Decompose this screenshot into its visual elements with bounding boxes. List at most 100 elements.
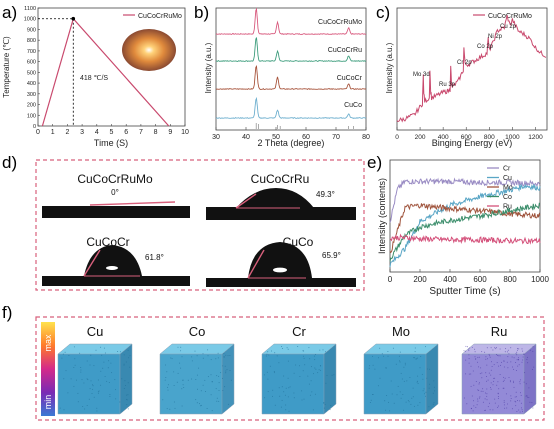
cube-wireframe bbox=[461, 343, 537, 415]
substrate bbox=[206, 207, 356, 220]
atom-point bbox=[320, 369, 322, 371]
atom-point bbox=[80, 371, 82, 373]
atom-point bbox=[504, 377, 506, 379]
atom-point bbox=[486, 399, 488, 401]
atom-point bbox=[484, 409, 486, 411]
atom-point bbox=[423, 388, 425, 390]
atom-point bbox=[68, 355, 70, 356]
atom-point bbox=[368, 367, 370, 369]
atom-point bbox=[493, 377, 495, 379]
atom-point bbox=[521, 407, 522, 409]
atom-point bbox=[505, 393, 507, 395]
atom-point bbox=[478, 390, 480, 391]
atom-point bbox=[303, 357, 305, 359]
atom-point bbox=[65, 370, 67, 372]
x-tick-label: 80 bbox=[362, 134, 370, 141]
atom-point bbox=[229, 370, 231, 371]
atom-point bbox=[325, 382, 327, 384]
cube-front-face bbox=[462, 354, 524, 414]
y-tick-label: 500 bbox=[27, 70, 36, 76]
atom-point bbox=[517, 348, 519, 349]
atom-point bbox=[511, 408, 513, 410]
atom-point bbox=[522, 359, 524, 361]
atom-point bbox=[167, 386, 169, 388]
atom-point bbox=[326, 375, 328, 376]
atom-point bbox=[287, 377, 289, 379]
atom-point bbox=[167, 384, 169, 386]
atom-point bbox=[533, 366, 535, 368]
element-label: Co bbox=[189, 324, 206, 339]
atom-point bbox=[507, 403, 508, 405]
panel-c-ylabel: Intensity (a.u.) bbox=[385, 42, 394, 93]
atom-point bbox=[127, 394, 129, 396]
atom-point bbox=[511, 356, 513, 358]
atom-point bbox=[285, 387, 287, 389]
atom-point bbox=[115, 389, 117, 391]
atom-point bbox=[299, 376, 301, 377]
atom-point bbox=[206, 408, 208, 409]
atom-point bbox=[472, 410, 474, 412]
x-tick-label: 0 bbox=[36, 129, 40, 136]
atom-point bbox=[211, 381, 213, 383]
angle-guide-line bbox=[247, 249, 265, 279]
x-tick-label: 800 bbox=[484, 134, 495, 141]
panel-a-rate-annotation: 418 ℃/S bbox=[80, 75, 108, 82]
atom-point bbox=[86, 405, 88, 406]
x-tick-label: 0 bbox=[395, 134, 399, 141]
cube-front-face bbox=[364, 354, 426, 414]
depth-profile-ru bbox=[389, 233, 541, 245]
atom-point bbox=[512, 366, 513, 368]
atom-point bbox=[227, 355, 229, 357]
atom-point bbox=[274, 404, 276, 406]
atom-point bbox=[182, 384, 184, 386]
atom-point bbox=[486, 393, 488, 395]
contact-angle-cucocrrumo: CuCoCrRuMo 0° bbox=[42, 172, 190, 218]
atom-point bbox=[218, 400, 220, 402]
cube-wireframe bbox=[261, 343, 337, 415]
atom-point bbox=[109, 394, 111, 395]
atom-point bbox=[295, 364, 297, 366]
x-tick-label: 6 bbox=[124, 129, 128, 136]
atom-point bbox=[308, 347, 310, 349]
atom-point bbox=[320, 365, 322, 367]
apt-map-cu: Cu bbox=[57, 324, 133, 415]
atom-point bbox=[412, 396, 414, 398]
cube-front-face bbox=[58, 354, 120, 414]
atom-point bbox=[183, 387, 185, 388]
atom-point bbox=[510, 361, 512, 363]
atom-point bbox=[285, 409, 287, 411]
atom-point bbox=[225, 370, 227, 372]
atom-point bbox=[283, 391, 285, 393]
atom-point bbox=[487, 358, 488, 360]
atom-point bbox=[479, 396, 481, 398]
panel-e-legend: Cr Cu Mo Co Ru bbox=[487, 166, 513, 211]
atom-point bbox=[497, 381, 499, 383]
atom-point bbox=[223, 356, 225, 358]
atom-point bbox=[403, 409, 405, 411]
atom-point bbox=[414, 351, 416, 353]
atom-point bbox=[216, 375, 218, 377]
atom-point bbox=[269, 365, 271, 367]
atom-point bbox=[180, 350, 182, 352]
atom-point bbox=[476, 404, 478, 406]
legend-label: Co bbox=[503, 194, 512, 201]
atom-point bbox=[399, 361, 401, 363]
atom-point bbox=[369, 402, 371, 403]
atom-point bbox=[392, 347, 394, 349]
atom-point bbox=[499, 374, 501, 375]
depth-profile-co bbox=[389, 202, 541, 262]
atom-point bbox=[293, 392, 295, 394]
atom-point bbox=[489, 409, 491, 411]
atom-point bbox=[513, 386, 515, 388]
atom-point bbox=[515, 362, 517, 363]
atom-point bbox=[513, 382, 514, 384]
atom-point bbox=[470, 385, 472, 387]
atom-point bbox=[494, 377, 496, 379]
x-tick-label: 10 bbox=[181, 129, 189, 136]
atom-point bbox=[281, 346, 283, 347]
atom-point bbox=[465, 345, 467, 347]
atom-point bbox=[288, 410, 290, 412]
atom-point bbox=[125, 361, 127, 363]
atom-point bbox=[474, 356, 476, 358]
atom-point bbox=[114, 379, 116, 381]
